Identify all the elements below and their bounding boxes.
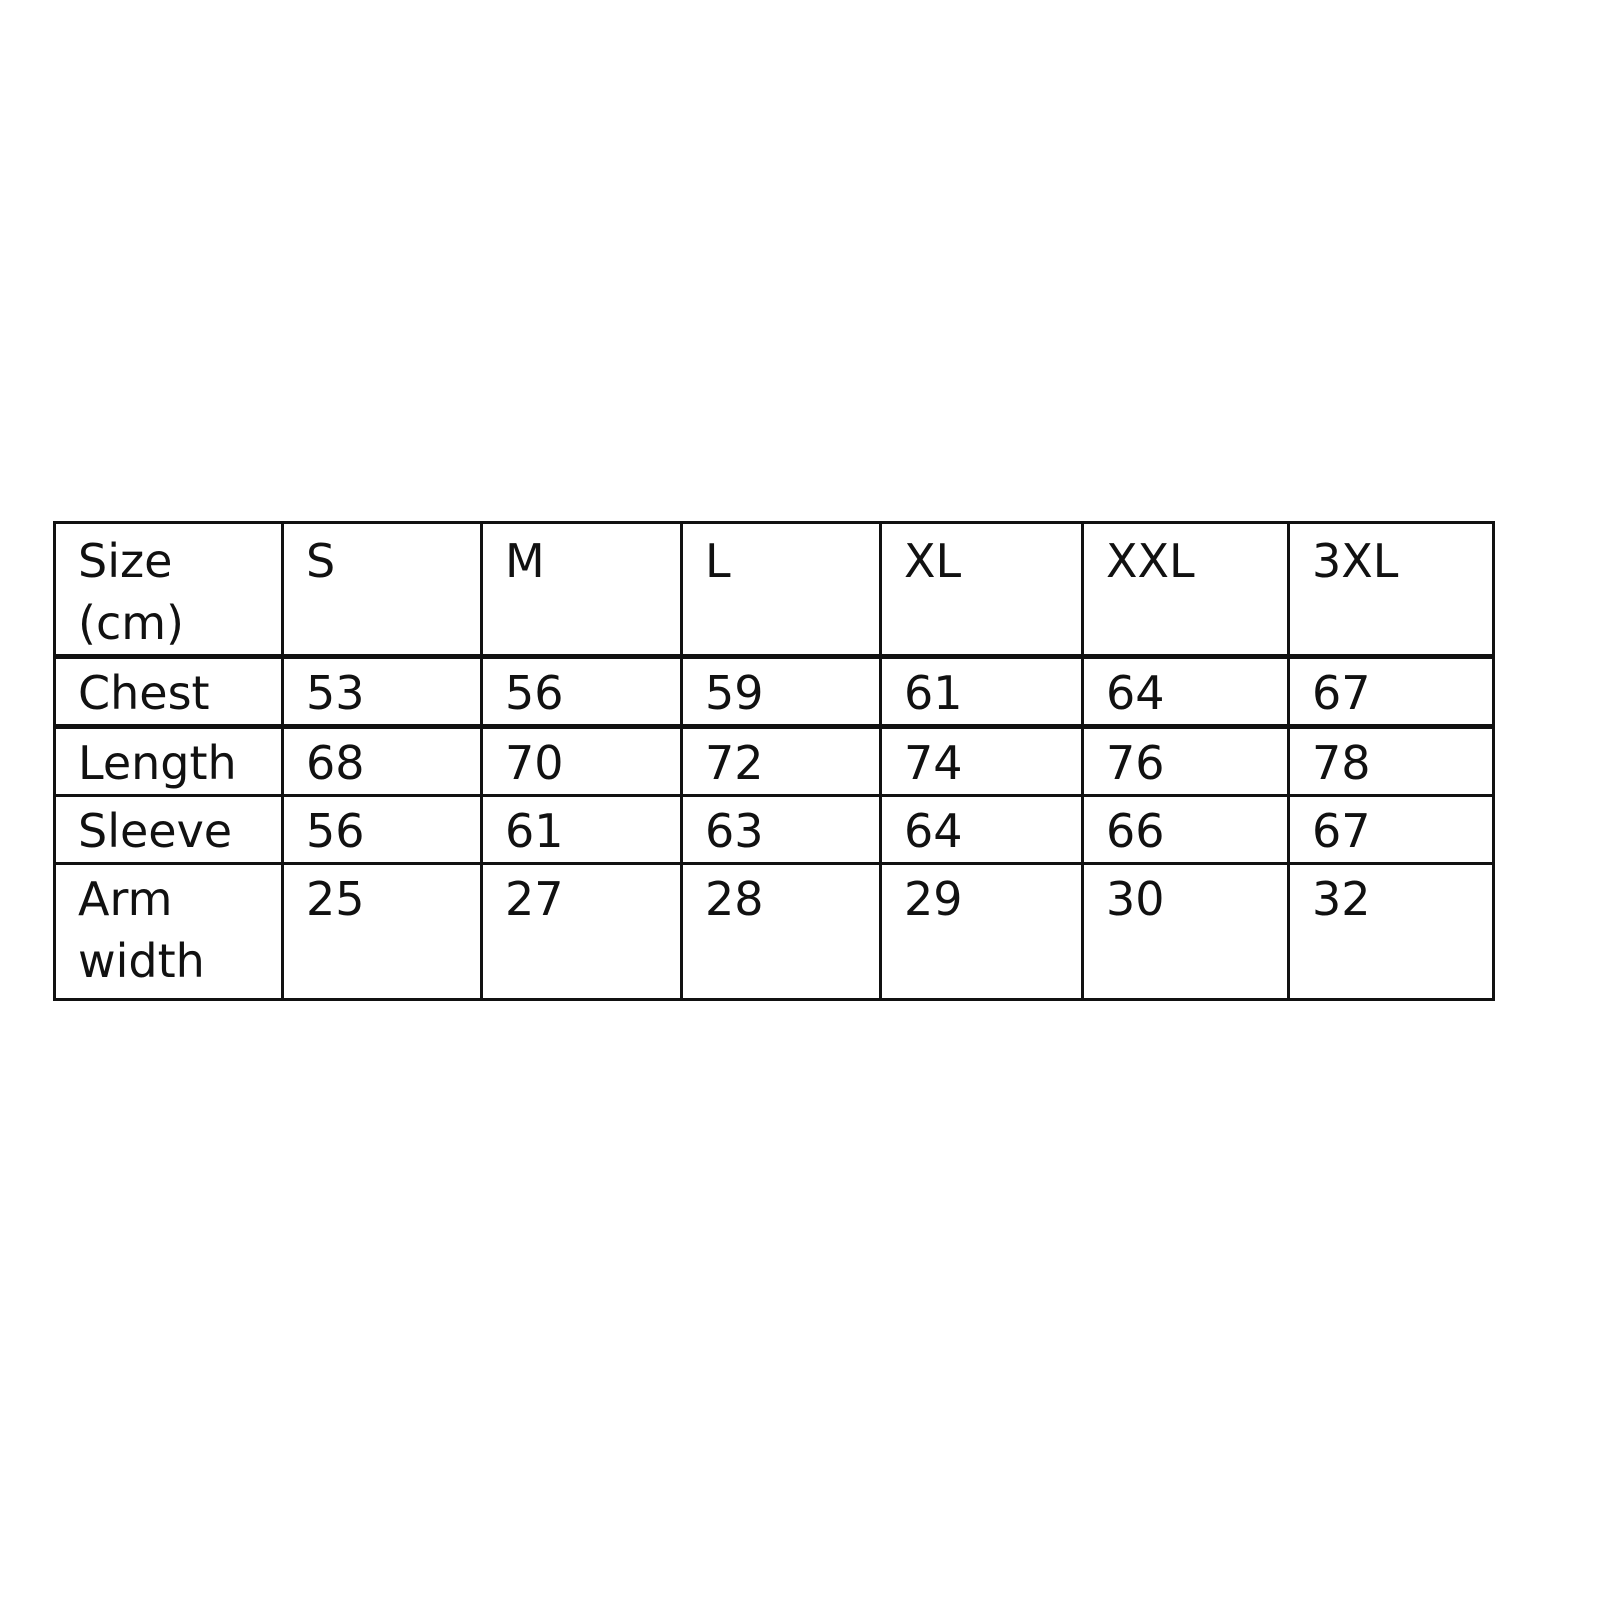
- header-cell: Size (cm): [53, 521, 284, 659]
- table-row: Length 68 70 72 74 76 78: [53, 725, 1495, 797]
- table-cell: 25: [281, 862, 483, 1001]
- table-cell: 32: [1287, 862, 1495, 1001]
- header-cell: XXL: [1081, 521, 1290, 659]
- table-cell: 76: [1081, 725, 1290, 797]
- table-cell: 61: [480, 794, 683, 865]
- table-cell: 72: [680, 725, 882, 797]
- header-cell: S: [281, 521, 483, 659]
- row-label: Arm width: [53, 862, 284, 1001]
- table-cell: 56: [281, 794, 483, 865]
- table-cell: 61: [879, 655, 1084, 729]
- table-cell: 27: [480, 862, 683, 1001]
- size-chart-table: Size (cm) S M L XL XXL 3XL Chest 53 56 5…: [53, 521, 1495, 1001]
- table-row: Sleeve 56 61 63 64 66 67: [53, 794, 1495, 865]
- header-cell: L: [680, 521, 882, 659]
- table-cell: 29: [879, 862, 1084, 1001]
- table-cell: 56: [480, 655, 683, 729]
- table-cell: 64: [879, 794, 1084, 865]
- table-cell: 30: [1081, 862, 1290, 1001]
- table-cell: 68: [281, 725, 483, 797]
- row-label: Sleeve: [53, 794, 284, 865]
- table-cell: 28: [680, 862, 882, 1001]
- header-cell: 3XL: [1287, 521, 1495, 659]
- table-cell: 74: [879, 725, 1084, 797]
- row-label: Length: [53, 725, 284, 797]
- table-cell: 53: [281, 655, 483, 729]
- table-cell: 64: [1081, 655, 1290, 729]
- table-cell: 70: [480, 725, 683, 797]
- header-cell: M: [480, 521, 683, 659]
- table-row: Arm width 25 27 28 29 30 32: [53, 862, 1495, 1001]
- table-cell: 59: [680, 655, 882, 729]
- row-label: Chest: [53, 655, 284, 729]
- table-cell: 63: [680, 794, 882, 865]
- table-cell: 67: [1287, 655, 1495, 729]
- table-cell: 78: [1287, 725, 1495, 797]
- header-cell: XL: [879, 521, 1084, 659]
- table-cell: 67: [1287, 794, 1495, 865]
- header-row: Size (cm) S M L XL XXL 3XL: [53, 521, 1495, 659]
- table-row: Chest 53 56 59 61 64 67: [53, 655, 1495, 729]
- table-cell: 66: [1081, 794, 1290, 865]
